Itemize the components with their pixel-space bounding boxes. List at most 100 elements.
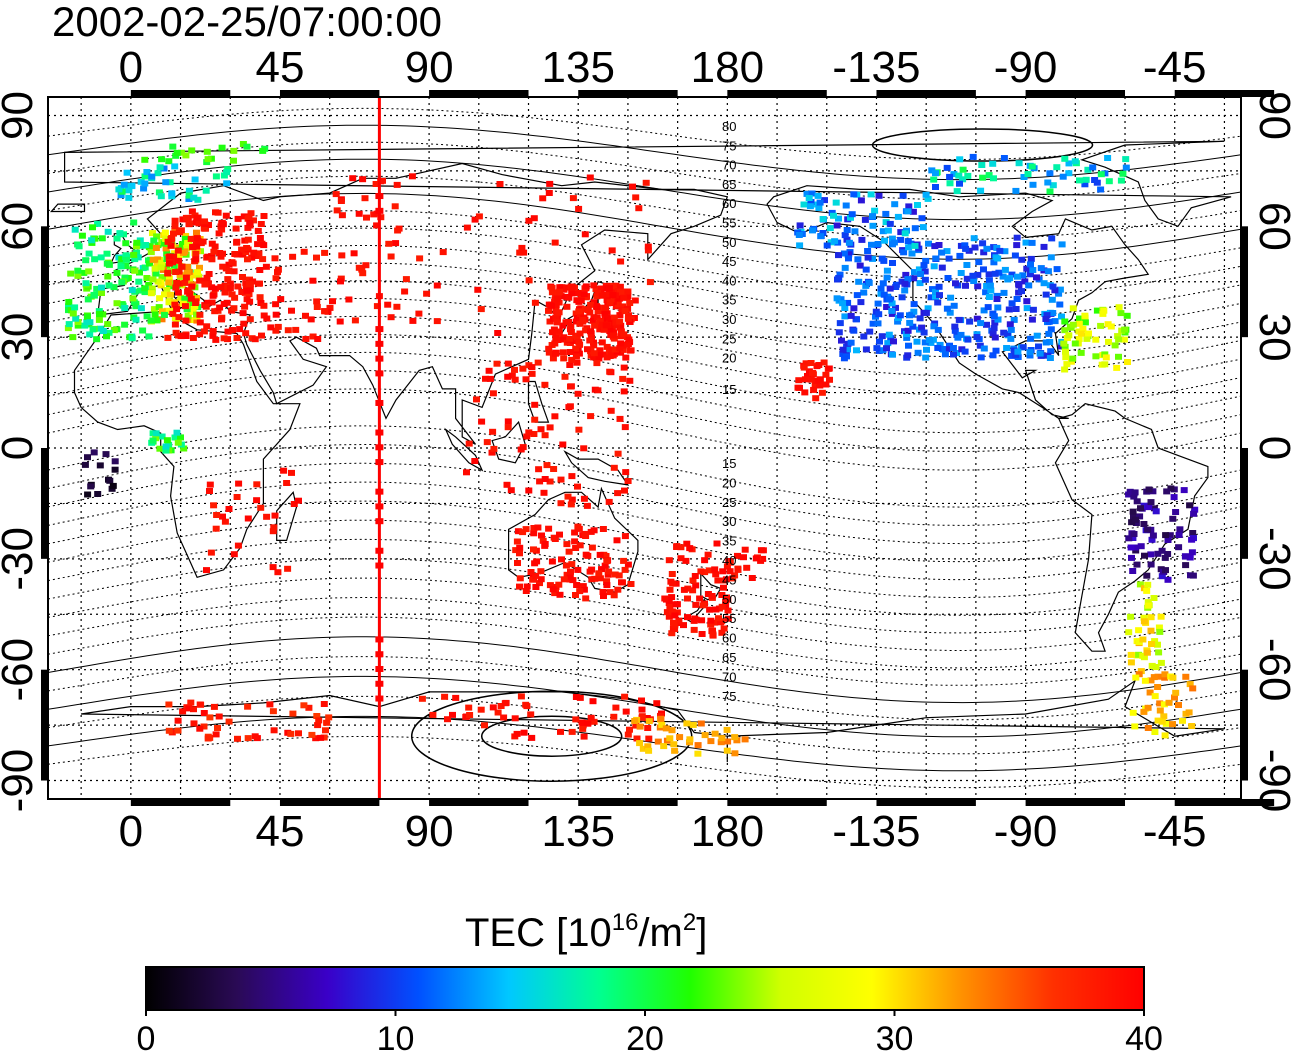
tec-cell xyxy=(385,240,393,247)
tec-cell xyxy=(548,558,556,565)
tec-cell xyxy=(600,593,607,599)
tec-cell xyxy=(569,195,577,202)
colorbar-tick-label: 20 xyxy=(626,1020,664,1057)
tec-cell xyxy=(135,278,143,285)
tec-cell xyxy=(171,250,179,257)
tec-cell xyxy=(178,263,186,270)
tec-cell xyxy=(1144,599,1152,606)
frame-bar-bottom xyxy=(279,799,380,806)
tec-cell xyxy=(1100,307,1108,314)
tec-cell xyxy=(816,382,824,389)
tec-cell xyxy=(979,174,987,181)
tec-cell xyxy=(1164,551,1172,557)
tec-cell xyxy=(1042,291,1050,298)
tec-cell xyxy=(189,244,197,251)
tec-cell xyxy=(931,243,939,250)
tec-cell xyxy=(1092,353,1100,360)
tec-cell xyxy=(1140,521,1148,527)
tec-cell xyxy=(122,240,130,247)
tec-cell xyxy=(1163,488,1171,495)
tec-cell xyxy=(1042,339,1050,346)
tec-cell xyxy=(527,711,535,718)
tec-cell xyxy=(1188,536,1196,543)
left-lat-label: 90 xyxy=(0,91,42,140)
tec-cell xyxy=(812,395,820,402)
tec-cell xyxy=(835,275,843,281)
tec-cell xyxy=(909,323,917,330)
tec-cell xyxy=(1147,551,1155,558)
tec-cell xyxy=(1004,276,1012,283)
tec-cell xyxy=(880,291,888,298)
tec-cell xyxy=(246,220,254,226)
tec-cell xyxy=(1049,283,1057,290)
tec-cell xyxy=(1151,693,1159,700)
tec-cell xyxy=(234,735,241,742)
tec-cell xyxy=(254,241,262,248)
contour-label-north: 65 xyxy=(722,177,736,192)
tec-cell xyxy=(631,297,639,304)
tec-cell xyxy=(1148,662,1156,669)
tec-cell xyxy=(976,342,984,349)
tec-cell xyxy=(1186,681,1194,688)
contour-label-south: 60 xyxy=(722,631,736,646)
tec-cell xyxy=(913,338,921,345)
tec-cell xyxy=(734,552,741,559)
tec-cell xyxy=(632,194,640,201)
tec-cell xyxy=(97,254,105,261)
tec-cell xyxy=(86,331,94,338)
tec-cell xyxy=(272,301,280,308)
tec-cell xyxy=(1003,345,1011,351)
tec-cell xyxy=(856,262,864,269)
tec-cell xyxy=(800,364,808,371)
tec-cell xyxy=(586,337,594,344)
tec-cell xyxy=(1046,188,1054,195)
tec-cell xyxy=(240,213,248,220)
tec-cell xyxy=(1026,349,1034,356)
tec-cell xyxy=(525,277,533,284)
tec-cell xyxy=(924,305,932,312)
tec-cell xyxy=(1147,561,1155,568)
mag-lat-contour xyxy=(48,656,1241,721)
tec-cell xyxy=(323,719,331,726)
tec-cell xyxy=(565,319,573,325)
tec-cell xyxy=(604,571,612,578)
tec-cell xyxy=(260,302,268,309)
tec-cell xyxy=(864,254,872,261)
tec-cell xyxy=(1044,179,1052,186)
tec-cell xyxy=(590,350,598,357)
tec-cell xyxy=(576,341,584,348)
tec-cell xyxy=(504,418,512,425)
bottom-lon-label: 0 xyxy=(119,807,143,856)
mag-lat-contour xyxy=(48,192,1241,260)
tec-cell xyxy=(559,322,567,329)
tec-cell xyxy=(740,554,747,561)
tec-cell xyxy=(362,262,370,269)
tec-cell xyxy=(594,290,602,296)
tec-cell xyxy=(642,179,650,186)
tec-cell xyxy=(1069,305,1077,312)
tec-cell xyxy=(177,333,185,340)
tec-cell xyxy=(1082,176,1090,183)
tec-cell xyxy=(132,303,140,310)
tec-cell xyxy=(196,264,203,271)
tec-cell xyxy=(500,714,508,721)
tec-cell xyxy=(208,256,216,263)
contour-label-south: 65 xyxy=(722,650,736,665)
tec-cell xyxy=(78,232,86,239)
tec-cell xyxy=(901,280,909,287)
tec-cell xyxy=(1144,704,1152,711)
tec-cell xyxy=(94,220,102,227)
tec-cell xyxy=(168,190,176,197)
tec-cell xyxy=(977,187,985,194)
tec-cell xyxy=(184,240,192,246)
tec-cell xyxy=(611,571,619,578)
tec-cell xyxy=(1007,335,1015,342)
tec-cell xyxy=(1024,171,1032,177)
tec-cell xyxy=(151,311,159,318)
tec-cell xyxy=(137,305,145,312)
tec-cell xyxy=(359,270,367,277)
tec-cell xyxy=(894,318,902,325)
mag-lat-contour xyxy=(48,616,1241,686)
tec-cell xyxy=(694,750,702,757)
tec-cell xyxy=(520,249,528,256)
